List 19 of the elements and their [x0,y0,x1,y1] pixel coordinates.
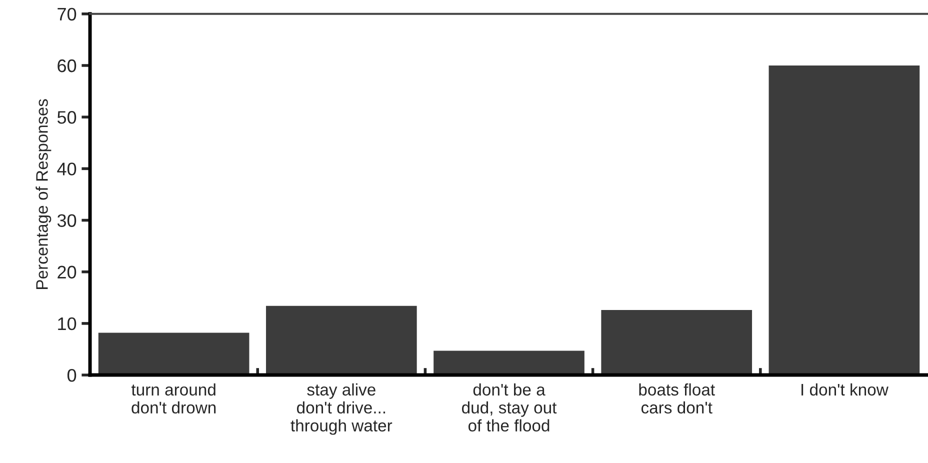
x-tick-label: stay alive don't drive... through water [290,383,392,435]
y-axis-title: Percentage of Responses [36,99,52,289]
y-tick-label: 20 [58,266,76,279]
bar [98,332,250,376]
y-tick-label: 60 [58,59,76,72]
y-tick-label: 70 [58,8,76,21]
bar [434,350,584,376]
x-tick-label: boats float cars don't [639,383,715,414]
y-tick-label: 10 [58,317,76,330]
y-tick-label: 30 [57,214,76,227]
bar [601,310,752,376]
x-tick-label: turn around don't drown [131,383,216,414]
x-tick-label: I don't know [802,383,888,396]
x-tick-label: don't be a dud, stay out of the flood [462,383,557,432]
y-tick-label: 0 [67,368,76,382]
bar [768,65,920,376]
bar [266,306,417,376]
y-tick-label: 50 [57,111,76,124]
y-tick-label: 40 [57,162,76,176]
